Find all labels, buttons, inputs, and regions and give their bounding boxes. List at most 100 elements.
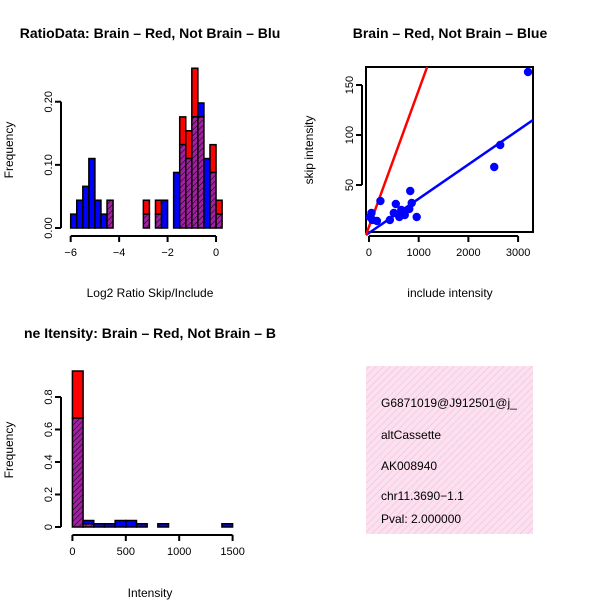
intensity-blue-bar <box>135 523 148 528</box>
ratio-x-tick-label: −6 <box>64 247 77 259</box>
ratio-blue-bar <box>94 199 102 229</box>
ratio-red-bar <box>191 67 199 118</box>
scatter-plot-frame <box>365 66 534 233</box>
intensity-histogram-axes: 0 500 1000 1500 0 0.2 0.4 0.6 0.8 <box>43 389 245 558</box>
ratio-blue-bar <box>197 102 205 118</box>
ratio-blue-bar <box>75 199 84 229</box>
intensity-y-tick-label: 0.2 <box>43 487 55 502</box>
intensity-x-tick-label: 0 <box>69 546 75 558</box>
info-event-type: altCassette <box>381 428 441 442</box>
ratio-overlap-bar <box>178 143 187 229</box>
intensity-y-tick-label: 0 <box>43 524 55 530</box>
ratio-x-tick-label: −2 <box>161 247 174 259</box>
ratio-overlap-bar <box>185 157 193 229</box>
intensity-x-tick-label: 1000 <box>167 546 191 558</box>
scatter-xlabel: include intensity <box>407 286 492 300</box>
intensity-blue-bar <box>103 523 116 528</box>
scatter-y-tick-label: 100 <box>344 126 356 144</box>
scatter-point <box>385 215 395 225</box>
intensity-blue-bar <box>93 523 106 528</box>
ratio-blue-bar <box>203 157 211 229</box>
scatter-fit-lines <box>364 66 534 237</box>
intensity-overlap-bar <box>82 523 95 528</box>
ratio-blue-bar <box>160 199 169 229</box>
ratio-histogram-axes: −6 −4 −2 0 0.00 0.10 0.20 <box>43 91 219 259</box>
scatter-y-tick-label: 50 <box>344 179 356 191</box>
info-pval: Pval: 2.000000 <box>381 512 461 526</box>
ratio-blue-bar <box>69 213 78 229</box>
intensity-blue-bar <box>125 519 138 528</box>
scatter-x-tick-label: 3000 <box>506 247 530 259</box>
scatter-point <box>523 67 533 77</box>
intensity-blue-bar <box>114 519 127 528</box>
scatter-ylabel: skip intensity <box>302 116 316 185</box>
scatter-point <box>376 196 385 206</box>
intensity-x-tick-label: 1500 <box>220 546 244 558</box>
ratio-histogram-bars <box>69 67 223 229</box>
ratio-histogram-ylabel: Frequency <box>2 122 16 179</box>
ratio-overlap-bar <box>215 213 223 229</box>
ratio-overlap-bar <box>197 116 205 229</box>
scatter-points <box>365 67 533 226</box>
ratio-overlap-bar <box>191 116 199 229</box>
scatter-point <box>400 210 409 220</box>
ratio-red-bar <box>154 199 163 215</box>
intensity-red-bar <box>71 370 84 419</box>
intensity-histogram-panel: ne Itensity: Brain – Red, Not Brain – B … <box>2 325 276 600</box>
intensity-overlap-bar <box>71 417 84 528</box>
scatter-title: Brain – Red, Not Brain – Blue <box>353 25 548 41</box>
ratio-blue-bar <box>82 185 90 229</box>
scatter-point <box>391 199 401 209</box>
intensity-blue-bar <box>157 523 170 528</box>
ratio-y-tick-label: 0.20 <box>43 91 55 112</box>
ratio-overlap-bar <box>154 213 163 229</box>
ratio-histogram-title: RatioData: Brain – Red, Not Brain – Blu <box>20 25 281 41</box>
scatter-point <box>490 162 499 172</box>
scatter-point <box>407 198 416 208</box>
ratio-red-bar <box>142 199 151 215</box>
intensity-y-tick-label: 0.4 <box>43 454 55 469</box>
ratio-red-bar <box>185 130 193 160</box>
intensity-y-tick-label: 0.8 <box>43 389 55 404</box>
intensity-histogram-bars <box>71 370 234 528</box>
info-accession: AK008940 <box>381 459 437 473</box>
ratio-overlap-bar <box>142 213 151 229</box>
ratio-overlap-bar <box>209 171 217 229</box>
scatter-point <box>495 140 505 150</box>
ratio-y-tick-label: 0.00 <box>43 217 55 238</box>
info-locus: chr11.3690−1.1 <box>381 489 464 503</box>
ratio-overlap-bar <box>106 199 114 229</box>
ratio-y-tick-label: 0.10 <box>43 154 55 175</box>
info-hatch <box>366 366 533 534</box>
ratio-x-tick-label: −4 <box>113 247 126 259</box>
scatter-x-tick-label: 1000 <box>406 247 430 259</box>
info-event-id: G6871019@J912501@j_ <box>381 396 517 410</box>
scatter-x-tick-label: 0 <box>366 247 372 259</box>
scatter-point <box>412 212 421 222</box>
scatter-y-tick-label: 150 <box>344 76 356 94</box>
brain-fit-line <box>364 66 429 236</box>
intensity-x-tick-label: 500 <box>117 546 135 558</box>
intensity-histogram-title: ne Itensity: Brain – Red, Not Brain – B <box>24 325 276 341</box>
scatter-axes: 0 1000 2000 3000 50 100 150 <box>344 76 530 259</box>
ratio-blue-bar <box>172 171 181 229</box>
ratio-red-bar <box>215 199 223 215</box>
intensity-scatter-panel: Brain – Red, Not Brain – Blue include in… <box>302 25 547 300</box>
event-info-panel: G6871019@J912501@j_ altCassette AK008940… <box>366 366 533 534</box>
ratio-histogram-panel: RatioData: Brain – Red, Not Brain – Blu … <box>2 25 280 300</box>
intensity-histogram-ylabel: Frequency <box>2 422 16 479</box>
scatter-point <box>372 216 382 226</box>
intensity-blue-bar <box>221 523 234 528</box>
scatter-x-tick-label: 2000 <box>456 247 480 259</box>
intensity-histogram-xlabel: Intensity <box>128 586 173 600</box>
scatter-point <box>406 186 415 196</box>
ratio-blue-bar <box>100 213 108 229</box>
scatter-point <box>367 208 376 218</box>
ratio-blue-bar <box>88 157 96 229</box>
ratio-red-bar <box>209 143 217 174</box>
intensity-y-tick-label: 0.6 <box>43 422 55 437</box>
ratio-histogram-xlabel: Log2 Ratio Skip/Include <box>87 286 214 300</box>
ratio-red-bar <box>178 116 187 146</box>
ratio-x-tick-label: 0 <box>213 247 219 259</box>
